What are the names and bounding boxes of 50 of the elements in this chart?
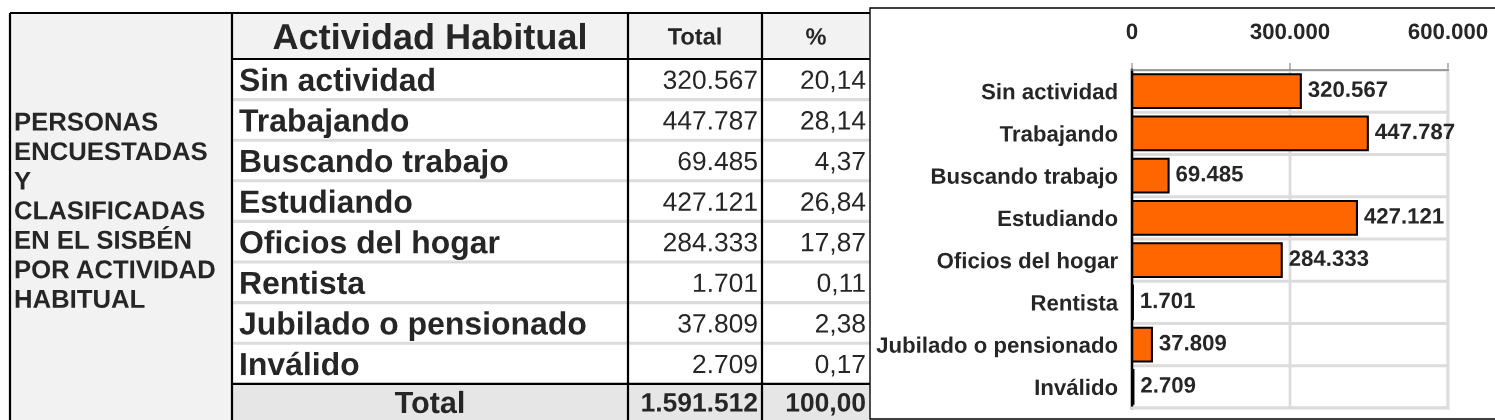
y-tick-label: Inválido — [1035, 378, 1118, 396]
text: 100,00 — [786, 393, 865, 416]
data-label: 0,11 — [817, 273, 865, 296]
x-tick-label: 300.000 — [1250, 23, 1330, 40]
data-label: 447.787 — [1375, 123, 1455, 140]
data-label: 2,38 — [815, 314, 865, 336]
x-tick-label: 0 — [1126, 23, 1138, 40]
y-tick-label: Rentista — [1031, 294, 1119, 311]
data-label: 284.333 — [663, 232, 757, 252]
category-label: Estudiando — [241, 189, 412, 213]
data-label: 69.485 — [678, 151, 757, 171]
data-label: 4,37 — [815, 151, 865, 174]
y-tick-label: Jubilado o pensionado — [876, 336, 1118, 358]
text: PERSONAS ENCUESTADAS Y CLASIFICADAS EN EL SISBÉN POR ACTIVIDAD HABITUAL — [14, 112, 215, 309]
y-tick-label: Estudiando — [998, 209, 1118, 227]
data-label: 427.121 — [1364, 208, 1444, 224]
data-label: 17,87 — [801, 232, 865, 255]
data-label: 37.809 — [678, 314, 757, 333]
data-label: 37.809 — [1159, 334, 1226, 351]
text: Total — [667, 27, 721, 45]
category-label: Rentista — [241, 270, 366, 295]
text: Actividad Habitual — [273, 22, 585, 50]
y-tick-label: Oficios del hogar — [937, 252, 1118, 273]
data-label: 1.701 — [693, 273, 757, 293]
y-tick-label: Trabajando — [999, 125, 1118, 147]
data-label: 284.333 — [1289, 250, 1369, 267]
x-tick-label: 600.000 — [1408, 23, 1488, 40]
category-label: Sin actividad — [239, 67, 434, 92]
data-label: 0,17 — [815, 354, 865, 377]
category-label: Trabajando — [239, 108, 409, 139]
y-tick-label: Sin actividad — [981, 83, 1117, 100]
data-label: 320.567 — [663, 70, 757, 90]
category-label: Oficios del hogar — [240, 230, 500, 261]
category-label: Jubilado o pensionado — [239, 311, 586, 342]
data-label: 26,84 — [801, 192, 866, 215]
data-label: 1.701 — [1141, 292, 1195, 309]
data-label: 320.567 — [1308, 81, 1388, 98]
data-label: 20,14 — [801, 70, 866, 93]
data-label: 69.485 — [1176, 165, 1243, 182]
text: 1.591.512 — [642, 393, 757, 412]
data-label: 2.709 — [1141, 377, 1196, 393]
data-label: 427.121 — [663, 192, 757, 211]
data-label: 447.787 — [663, 111, 757, 130]
y-tick-label: Buscando trabajo — [931, 167, 1118, 189]
text: Total — [394, 390, 464, 414]
data-label: 28,14 — [801, 111, 866, 133]
data-label: 2.709 — [693, 354, 757, 374]
category-label: Buscando trabajo — [241, 148, 508, 179]
text: % — [806, 28, 826, 45]
category-label: Inválido — [241, 351, 359, 376]
